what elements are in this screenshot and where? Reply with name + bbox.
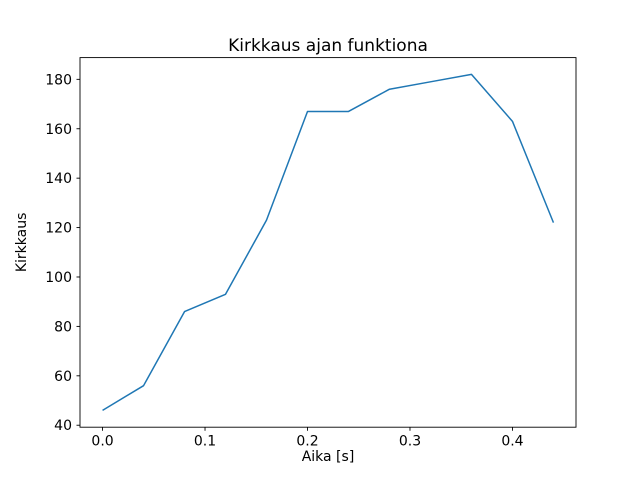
x-axis-ticks: 0.0 0.1 0.2 0.3 0.4 [91,427,524,450]
y-tick-label: 40 [54,418,72,434]
y-tick-label: 180 [45,72,72,88]
y-tick-label: 60 [54,369,72,385]
y-tick-label: 120 [45,221,72,237]
data-series-line [102,73,555,412]
x-axis-label: Aika [s] [302,449,355,465]
x-tick-label: 0.0 [91,434,113,450]
y-axis-ticks: 40 60 80 100 120 140 160 180 [45,72,80,434]
chart-title: Kirkkaus ajan funktiona [228,36,428,56]
axes-spines [79,57,577,428]
y-tick-label: 140 [45,171,72,187]
x-tick-label: 0.4 [501,434,523,450]
y-axis-label: Kirkkaus [14,213,30,273]
y-tick-label: 160 [45,122,72,138]
x-tick-label: 0.2 [296,434,318,450]
x-tick-label: 0.3 [399,434,421,450]
y-tick-label: 100 [45,270,72,286]
y-tick-label: 80 [54,319,72,335]
x-tick-label: 0.1 [194,434,216,450]
